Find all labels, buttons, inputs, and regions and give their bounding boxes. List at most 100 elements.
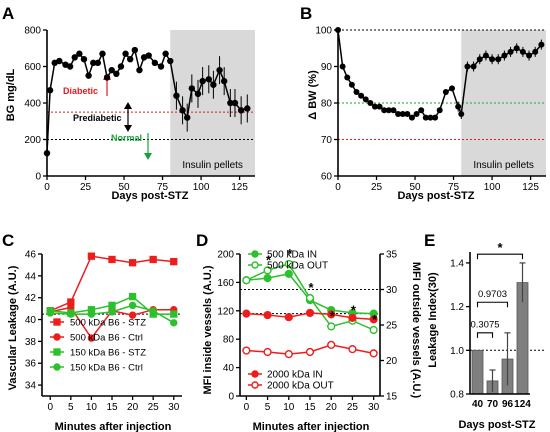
panel-b-data-point [385,107,392,114]
panel-a-data-point [205,76,212,83]
panel-b-data-point [395,110,402,117]
panel-d-right-tick-label: 20 [386,356,398,367]
panel-a-normal-label: Normal [111,133,142,143]
panel-a-y-tick-label: 200 [24,135,41,146]
panel-a-xlabel: Days post-STZ [111,190,188,202]
panel-d-legend-marker [251,261,259,269]
panel-c-x-tick-label: 20 [127,402,139,413]
panel-d-data-point [369,349,378,358]
panel-c-legend-label: 500 kDa B6 - Ctrl [70,333,143,344]
panel-a-data-point [199,77,206,85]
panel-a-data-point [145,52,152,59]
panel-a-data-point [90,59,97,67]
panel-b-data-point [381,107,388,114]
panel-b-x-tick-label: 50 [409,182,421,193]
panel-b-data-point [501,52,508,59]
panel-d-data-point [263,310,272,320]
panel-d-data-point [263,274,272,283]
panel-b-data-point [422,114,429,121]
panel-b-shade-label: Insulin pellets [473,160,534,171]
panel-label-a: A [2,4,14,23]
panel-a-data-point [117,63,125,70]
panel-d-right-tick-label: 30 [386,285,398,296]
panel-b-x-tick-label: 0 [335,182,341,193]
panel-a-x-tick-label: 50 [118,182,130,193]
panel-e-comparison-label: 0.3075 [470,319,499,330]
panel-d-significance-star: * [266,252,272,267]
panel-label-c: C [2,231,14,250]
panel-a-data-point [179,107,186,114]
panel-b-data-point [482,52,489,59]
panel-d-data-point [263,347,272,357]
panel-d-data-point [284,313,293,322]
panel-c-data-point [108,255,116,264]
panel-e-y-tick-label: 1.2 [450,302,464,313]
panel-d-data-point [263,266,272,275]
panel-a-data-point [210,81,217,88]
panel-d-data-point [284,350,293,359]
panel-a-y-tick-label: 800 [24,26,41,37]
panel-d-data-point [327,322,336,331]
panel-a-data-point [71,54,78,61]
panel-c-data-point [87,334,96,342]
panel-b-data-point [413,110,420,117]
panel-d-right-tick-label: 35 [386,250,398,261]
panel-a-x-tick-label: 100 [193,182,210,193]
panel-b-data-point [442,89,449,96]
panel-c-legend-marker [53,333,61,341]
panel-b-data-point [339,63,346,70]
panel-d-y-tick-label: 80 [223,335,235,346]
panel-d-significance-star: * [330,308,336,323]
panel-b-data-point [449,85,456,92]
panel-a-data-point [167,57,174,65]
panel-e-y-tick-label: 1.4 [450,258,464,269]
panel-c-data-point [108,301,116,309]
panel-d-significance-star: * [287,246,293,261]
panel-e-category-label: 96 [502,399,514,410]
panel-b-data-point [427,114,434,121]
panel-d-y-tick-label: 40 [223,363,235,374]
panel-c-data-point [128,292,137,301]
panel-e-comparison-bracket [476,253,524,260]
panel-a-data-point [173,92,180,99]
panel-c-data-point [170,310,178,318]
panel-a-x-tick-label: 0 [44,182,50,193]
panel-b-y-tick-label: 100 [315,26,332,37]
panel-b-data-point [358,92,365,99]
panel-d-data-point [348,345,357,354]
panel-b-data-point [519,48,526,55]
panel-a-x-tick-label: 25 [80,182,92,193]
panel-c-data-point [128,259,137,267]
panel-b-y-tick-label: 60 [321,172,333,183]
panel-c-y-tick-label: 40 [25,315,37,326]
panel-label-b: B [300,4,312,23]
panel-b-x-tick-label: 125 [522,182,539,193]
panel-d-legend-marker [251,250,259,258]
panel-d-ylabel: MFI inside vessels (A.U.) [202,265,214,394]
panel-d-data-point [242,276,251,285]
panel-e-category-label: 124 [514,399,531,410]
panel-b-data-point [532,48,539,55]
panel-a-data-point [113,70,120,78]
panel-b-data-point [367,100,374,106]
panel-a-data-point [237,107,245,114]
panel-b-x-tick-label: 100 [484,182,501,193]
panel-a-data-point [94,59,102,67]
panel-b-y-tick-label: 70 [321,135,333,146]
panel-d-y-tick-label: 120 [217,306,234,317]
panel-d-x-tick-label: 15 [304,402,316,413]
panel-b-data-point [348,81,355,88]
panel-c-x-tick-label: 25 [148,402,160,413]
panel-d-data-point [369,315,378,324]
panel-b-x-tick-label: 25 [371,182,383,193]
panel-a-prediabetic-arrowhead-down [124,125,132,132]
panel-c-x-tick-label: 10 [86,402,98,413]
panel-c-legend-marker [53,348,61,356]
panel-d: D MFI inside vessels (A.U.) MFI outside … [196,231,422,432]
panel-c-data-point [108,308,116,316]
panel-a-y-tick-label: 400 [24,99,41,110]
panel-d-data-point [242,346,251,355]
panel-a-normal-arrowhead [144,153,152,160]
panel-b-data-point [513,45,520,52]
panel-e-bar [471,349,484,395]
